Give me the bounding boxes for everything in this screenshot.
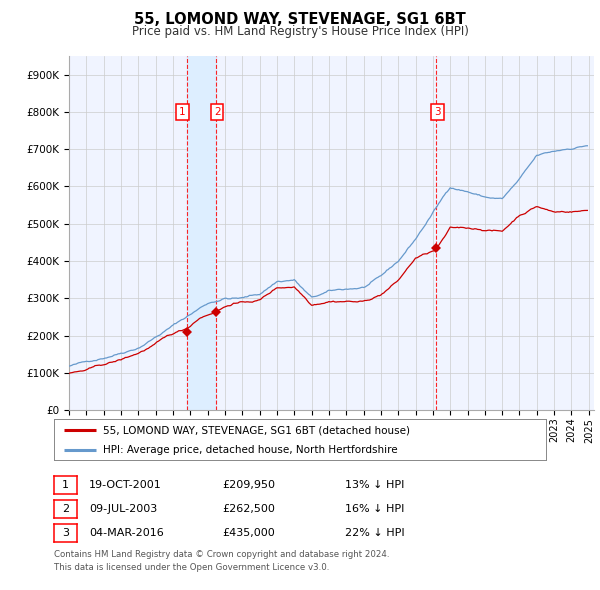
Text: HPI: Average price, detached house, North Hertfordshire: HPI: Average price, detached house, Nort… [103, 445, 398, 455]
Text: £209,950: £209,950 [222, 480, 275, 490]
Text: £435,000: £435,000 [222, 528, 275, 538]
Bar [187, 56, 216, 410]
Text: 04-MAR-2016: 04-MAR-2016 [89, 528, 164, 538]
Text: 1: 1 [62, 480, 69, 490]
Text: 19-OCT-2001: 19-OCT-2001 [89, 480, 161, 490]
Text: 13% ↓ HPI: 13% ↓ HPI [345, 480, 404, 490]
Text: 55, LOMOND WAY, STEVENAGE, SG1 6BT: 55, LOMOND WAY, STEVENAGE, SG1 6BT [134, 12, 466, 27]
Text: 22% ↓ HPI: 22% ↓ HPI [345, 528, 404, 538]
Text: Price paid vs. HM Land Registry's House Price Index (HPI): Price paid vs. HM Land Registry's House … [131, 25, 469, 38]
Text: 2: 2 [62, 504, 69, 514]
Text: £262,500: £262,500 [222, 504, 275, 514]
Text: 2: 2 [214, 107, 220, 117]
Text: 09-JUL-2003: 09-JUL-2003 [89, 504, 157, 514]
Text: 3: 3 [434, 107, 441, 117]
Text: This data is licensed under the Open Government Licence v3.0.: This data is licensed under the Open Gov… [54, 563, 329, 572]
Text: 1: 1 [179, 107, 186, 117]
Text: 55, LOMOND WAY, STEVENAGE, SG1 6BT (detached house): 55, LOMOND WAY, STEVENAGE, SG1 6BT (deta… [103, 425, 410, 435]
Text: Contains HM Land Registry data © Crown copyright and database right 2024.: Contains HM Land Registry data © Crown c… [54, 550, 389, 559]
Text: 3: 3 [62, 528, 69, 538]
Text: 16% ↓ HPI: 16% ↓ HPI [345, 504, 404, 514]
